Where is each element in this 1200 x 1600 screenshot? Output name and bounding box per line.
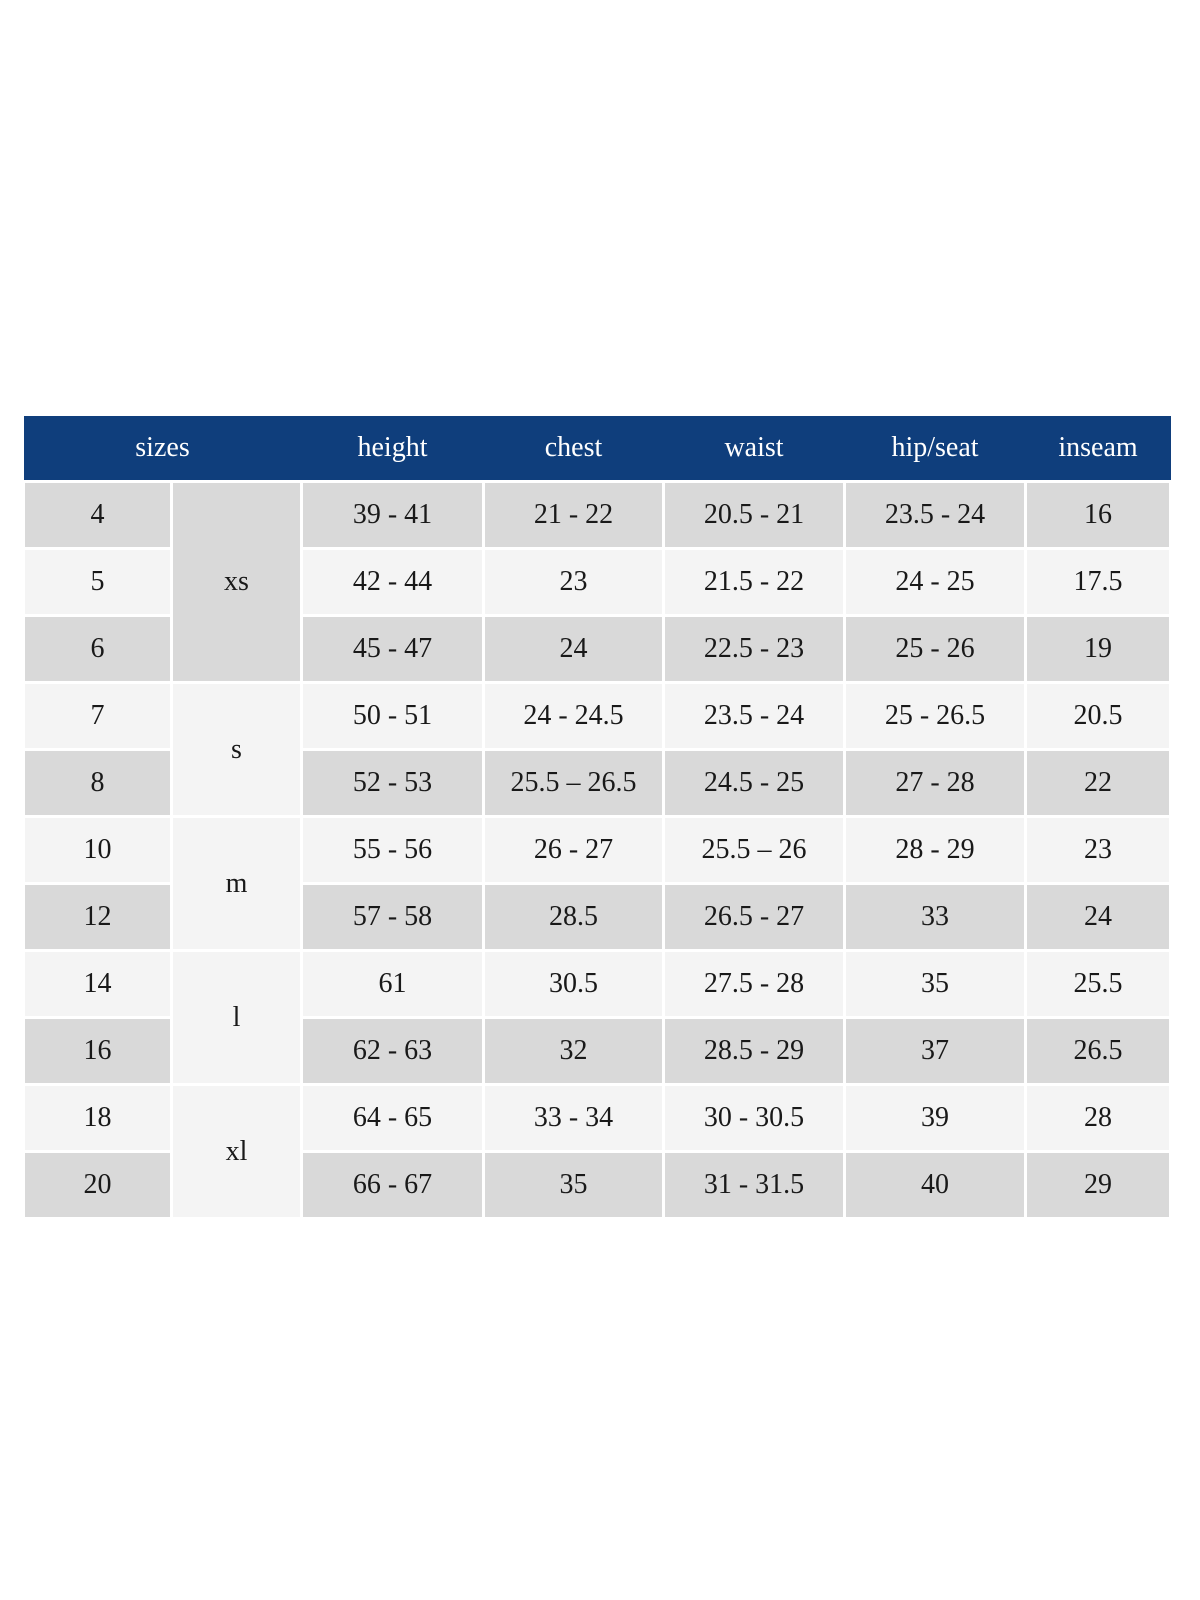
chest-cell: 23 — [482, 547, 665, 617]
table-row: 6 45 - 47 24 22.5 - 23 25 - 26 19 — [22, 614, 1172, 684]
column-header-inseam: inseam — [1025, 416, 1171, 482]
size-chart-header: sizes height chest waist hip/seat inseam — [23, 416, 1171, 482]
size-cell: 8 — [22, 748, 173, 818]
height-cell: 39 - 41 — [300, 480, 485, 550]
size-group-cell: s — [170, 681, 303, 818]
chest-cell: 33 - 34 — [482, 1083, 665, 1153]
hip-seat-cell: 40 — [843, 1150, 1027, 1220]
height-cell: 64 - 65 — [300, 1083, 485, 1153]
table-row: 18 xl 64 - 65 33 - 34 30 - 30.5 39 28 — [22, 1083, 1172, 1220]
hip-seat-cell: 37 — [843, 1016, 1027, 1086]
hip-seat-cell: 28 - 29 — [843, 815, 1027, 885]
height-cell: 61 — [300, 949, 485, 1019]
size-group-cell: m — [170, 815, 303, 952]
inseam-cell: 23 — [1024, 815, 1172, 885]
inseam-cell: 16 — [1024, 480, 1172, 550]
table-row: 7 s 50 - 51 24 - 24.5 23.5 - 24 25 - 26.5 20.5 — [22, 681, 1172, 818]
table-row: 14 l 61 30.5 27.5 - 28 35 25.5 — [22, 949, 1172, 1086]
hip-seat-cell: 33 — [843, 882, 1027, 952]
inseam-cell: 26.5 — [1024, 1016, 1172, 1086]
table-row: 20 66 - 67 35 31 - 31.5 40 29 — [22, 1150, 1172, 1220]
chest-cell: 24 — [482, 614, 665, 684]
header-row: sizes height chest waist hip/seat inseam — [23, 416, 1171, 482]
height-cell: 66 - 67 — [300, 1150, 485, 1220]
size-cell: 5 — [22, 547, 173, 617]
size-cell: 12 — [22, 882, 173, 952]
size-group-cell: xs — [170, 480, 303, 684]
height-cell: 57 - 58 — [300, 882, 485, 952]
height-cell: 52 - 53 — [300, 748, 485, 818]
size-group-cell: xl — [170, 1083, 303, 1220]
chest-cell: 21 - 22 — [482, 480, 665, 550]
size-cell: 18 — [22, 1083, 173, 1153]
waist-cell: 22.5 - 23 — [662, 614, 846, 684]
size-cell: 7 — [22, 681, 173, 751]
chest-cell: 28.5 — [482, 882, 665, 952]
hip-seat-cell: 24 - 25 — [843, 547, 1027, 617]
waist-cell: 27.5 - 28 — [662, 949, 846, 1019]
waist-cell: 20.5 - 21 — [662, 480, 846, 550]
size-cell: 10 — [22, 815, 173, 885]
chest-cell: 35 — [482, 1150, 665, 1220]
waist-cell: 25.5 – 26 — [662, 815, 846, 885]
hip-seat-cell: 25 - 26.5 — [843, 681, 1027, 751]
height-cell: 62 - 63 — [300, 1016, 485, 1086]
height-cell: 42 - 44 — [300, 547, 485, 617]
chest-cell: 26 - 27 — [482, 815, 665, 885]
column-header-waist: waist — [663, 416, 845, 482]
waist-cell: 23.5 - 24 — [662, 681, 846, 751]
inseam-cell: 29 — [1024, 1150, 1172, 1220]
chest-cell: 32 — [482, 1016, 665, 1086]
table-row: 16 62 - 63 32 28.5 - 29 37 26.5 — [22, 1016, 1172, 1086]
waist-cell: 31 - 31.5 — [662, 1150, 846, 1220]
inseam-cell: 17.5 — [1024, 547, 1172, 617]
column-header-chest: chest — [483, 416, 664, 482]
size-cell: 4 — [22, 480, 173, 550]
chest-cell: 25.5 – 26.5 — [482, 748, 665, 818]
inseam-cell: 22 — [1024, 748, 1172, 818]
column-header-sizes: sizes — [23, 416, 302, 482]
waist-cell: 26.5 - 27 — [662, 882, 846, 952]
waist-cell: 24.5 - 25 — [662, 748, 846, 818]
size-cell: 14 — [22, 949, 173, 1019]
hip-seat-cell: 35 — [843, 949, 1027, 1019]
table-row: 4 xs 39 - 41 21 - 22 20.5 - 21 23.5 - 24 16 — [22, 480, 1172, 684]
size-chart-table: sizes height chest waist hip/seat inseam… — [22, 416, 1172, 1220]
height-cell: 50 - 51 — [300, 681, 485, 751]
inseam-cell: 19 — [1024, 614, 1172, 684]
column-header-height: height — [301, 416, 484, 482]
hip-seat-cell: 39 — [843, 1083, 1027, 1153]
size-chart-body: 4 xs 39 - 41 21 - 22 20.5 - 21 23.5 - 24 16 5 42… — [22, 480, 1172, 1220]
waist-cell: 28.5 - 29 — [662, 1016, 846, 1086]
table-row: 10 m 55 - 56 26 - 27 25.5 – 26 28 - 29 23 — [22, 815, 1172, 952]
height-cell: 55 - 56 — [300, 815, 485, 885]
inseam-cell: 28 — [1024, 1083, 1172, 1153]
inseam-cell: 25.5 — [1024, 949, 1172, 1019]
height-cell: 45 - 47 — [300, 614, 485, 684]
size-cell: 16 — [22, 1016, 173, 1086]
column-header-hip-seat: hip/seat — [844, 416, 1026, 482]
size-group-cell: l — [170, 949, 303, 1086]
hip-seat-cell: 25 - 26 — [843, 614, 1027, 684]
inseam-cell: 20.5 — [1024, 681, 1172, 751]
size-chart: sizes height chest waist hip/seat inseam… — [22, 416, 1172, 1220]
size-cell: 20 — [22, 1150, 173, 1220]
inseam-cell: 24 — [1024, 882, 1172, 952]
hip-seat-cell: 23.5 - 24 — [843, 480, 1027, 550]
waist-cell: 21.5 - 22 — [662, 547, 846, 617]
chest-cell: 30.5 — [482, 949, 665, 1019]
table-row: 12 57 - 58 28.5 26.5 - 27 33 24 — [22, 882, 1172, 952]
size-cell: 6 — [22, 614, 173, 684]
chest-cell: 24 - 24.5 — [482, 681, 665, 751]
hip-seat-cell: 27 - 28 — [843, 748, 1027, 818]
waist-cell: 30 - 30.5 — [662, 1083, 846, 1153]
table-row: 5 42 - 44 23 21.5 - 22 24 - 25 17.5 — [22, 547, 1172, 617]
table-row: 8 52 - 53 25.5 – 26.5 24.5 - 25 27 - 28 22 — [22, 748, 1172, 818]
